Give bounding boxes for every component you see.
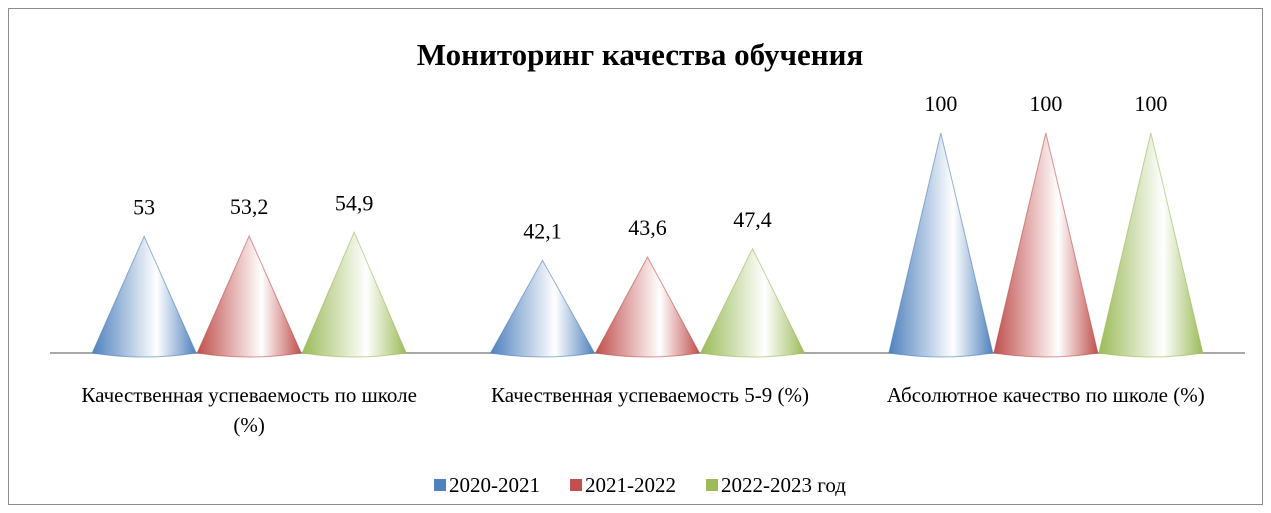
data-label: 100 xyxy=(924,91,957,116)
cone xyxy=(1098,132,1204,358)
x-tick-label: Абсолютное качество по школе (%) xyxy=(886,383,1205,407)
chart-title: Мониторинг качества обучения xyxy=(417,37,864,72)
data-label: 42,1 xyxy=(523,218,562,243)
data-label: 53 xyxy=(133,194,155,219)
data-label: 100 xyxy=(1029,91,1062,116)
x-tick-label: Качественная успеваемость 5-9 (%) xyxy=(491,383,809,407)
cone xyxy=(91,235,197,358)
x-tick-label: Качественная успеваемость по школе (%) xyxy=(81,383,417,437)
legend-swatch xyxy=(434,479,447,491)
cone xyxy=(699,247,806,358)
data-label: 100 xyxy=(1134,91,1167,116)
legend-label: 2021-2022 xyxy=(585,473,676,497)
cone xyxy=(489,259,596,358)
cone xyxy=(888,132,994,358)
cone xyxy=(594,256,701,358)
data-label: 47,4 xyxy=(733,207,772,232)
cone xyxy=(993,132,1099,358)
data-label: 54,9 xyxy=(335,190,374,215)
legend-label: 2020-2021 xyxy=(449,473,540,497)
data-label: 43,6 xyxy=(628,215,667,240)
legend-swatch xyxy=(570,479,583,491)
legend-swatch xyxy=(706,479,719,491)
cone xyxy=(196,234,302,358)
data-label: 53,2 xyxy=(230,194,269,219)
legend-label: 2022-2023 год xyxy=(721,473,846,497)
cone xyxy=(301,230,407,358)
